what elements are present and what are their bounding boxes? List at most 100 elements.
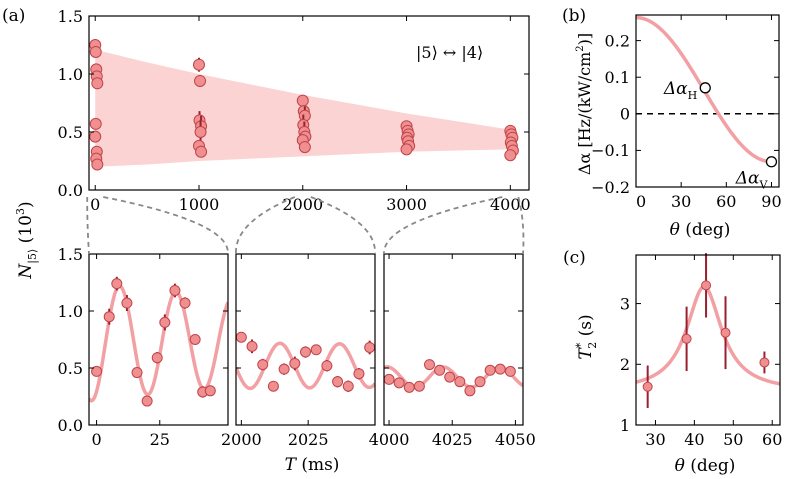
data-point <box>91 365 103 377</box>
zoom-connectors <box>86 196 525 255</box>
polarizability-marker <box>765 156 778 168</box>
data-point <box>504 149 517 162</box>
data-point <box>267 380 279 392</box>
data-point <box>474 376 486 388</box>
data-point <box>296 94 309 107</box>
y-tick-label: 1 <box>620 416 630 435</box>
zoom-connector <box>235 196 296 255</box>
data-point <box>444 371 456 383</box>
axes-frame <box>383 253 524 426</box>
panel-a-sub1: 0 25 0.0 0.5 1.0 1.5 <box>58 245 229 449</box>
data-point <box>91 158 104 171</box>
data-point <box>121 297 133 309</box>
fit-curve <box>236 341 375 391</box>
panel-a-sub2: 2000 2025 <box>221 253 376 449</box>
data-point <box>289 357 301 369</box>
x-tick-label: 0 <box>91 430 101 449</box>
y-tick-label: 1.0 <box>58 65 83 84</box>
axes-frame <box>88 15 530 191</box>
data-point <box>169 284 181 296</box>
data-point <box>400 143 413 156</box>
x-tick-label: 2000 <box>282 195 323 214</box>
y-tick-label: 0.0 <box>58 181 83 200</box>
data-point <box>235 331 247 343</box>
data-point <box>300 346 311 358</box>
x-axis-label-a: T (ms) <box>285 455 340 475</box>
y-tick-label: −0.2 <box>591 178 630 197</box>
panel-b: ΔαH ΔαV 0 30 60 90 −0.2 −0.1 0 0.1 0.2 <box>591 14 782 211</box>
fit-curve <box>89 284 228 403</box>
x-tick-label: 40 <box>684 430 704 449</box>
data-point <box>423 359 435 371</box>
zoom-connector <box>86 196 90 255</box>
data-point <box>195 145 208 158</box>
data-point <box>759 357 770 368</box>
data-point <box>353 368 365 380</box>
x-tick-label: 0 <box>90 195 100 214</box>
data-point <box>403 381 415 393</box>
x-tick-label: 25 <box>150 430 170 449</box>
x-tick-label: 1000 <box>179 195 220 214</box>
data-point <box>298 141 311 154</box>
x-tick-label: 2000 <box>221 430 262 449</box>
data-point <box>89 130 102 143</box>
x-tick-label: 4025 <box>432 430 473 449</box>
x-tick-label: 4050 <box>495 430 536 449</box>
data-point <box>321 360 333 372</box>
axes-frame <box>88 253 229 426</box>
y-tick-label: 2 <box>620 355 630 374</box>
data-point <box>204 385 216 397</box>
data-point <box>91 77 104 90</box>
x-tick-label: 4000 <box>369 430 410 449</box>
x-tick-label: 0 <box>636 192 646 211</box>
panel-label-a: (a) <box>2 6 25 26</box>
zoom-connector <box>103 196 229 255</box>
y-tick-label: −0.1 <box>591 141 630 160</box>
panel-label-b: (b) <box>562 6 586 26</box>
data-point <box>701 280 712 291</box>
y-tick-label: 0.1 <box>605 68 630 87</box>
x-tick-label: 30 <box>671 192 691 211</box>
data-point <box>720 327 731 338</box>
data-point <box>103 311 115 323</box>
data-point <box>383 373 395 385</box>
y-axis-label-c: T*2 (s) <box>574 314 599 359</box>
zoom-connector <box>383 196 503 255</box>
data-point <box>193 58 205 71</box>
transition-annotation: |5⟩ ↔ |4⟩ <box>416 43 483 62</box>
x-tick-label: 60 <box>716 192 736 211</box>
data-point <box>342 380 354 392</box>
data-point <box>364 341 376 353</box>
marker-label: ΔαV <box>735 169 769 192</box>
data-point <box>278 363 290 375</box>
y-tick-label: 0.5 <box>58 359 83 378</box>
data-point <box>159 316 171 328</box>
y-tick-label: 0 <box>620 105 630 124</box>
y-tick-label: 0.5 <box>58 123 83 142</box>
data-point <box>332 376 344 388</box>
x-tick-label: 90 <box>761 192 781 211</box>
data-point <box>194 126 207 138</box>
zoom-connector <box>517 196 525 255</box>
x-tick-label: 4000 <box>490 195 531 214</box>
x-tick-label: 3000 <box>386 195 427 214</box>
y-tick-label: 1.5 <box>58 245 83 264</box>
x-axis-label-b: θ (deg) <box>670 220 731 240</box>
axes-frame <box>235 253 376 426</box>
data-point <box>310 344 322 356</box>
x-tick-label: 30 <box>645 430 665 449</box>
data-point <box>413 380 425 392</box>
y-tick-label: 0.2 <box>605 31 630 50</box>
data-point <box>179 297 191 309</box>
data-point <box>504 365 516 377</box>
x-axis-label-c: θ (deg) <box>675 456 736 476</box>
x-tick-label: 2025 <box>288 430 329 449</box>
zoom-connector <box>310 196 376 255</box>
polarizability-marker <box>699 82 711 94</box>
y-axis-label-b: Δα [Hz/(kW/cm2)] <box>575 33 594 175</box>
data-point <box>484 364 496 376</box>
marker-label: ΔαH <box>663 79 697 102</box>
data-point <box>189 334 201 345</box>
lorentzian-fit <box>636 284 780 386</box>
y-tick-label: 0.0 <box>58 416 83 435</box>
